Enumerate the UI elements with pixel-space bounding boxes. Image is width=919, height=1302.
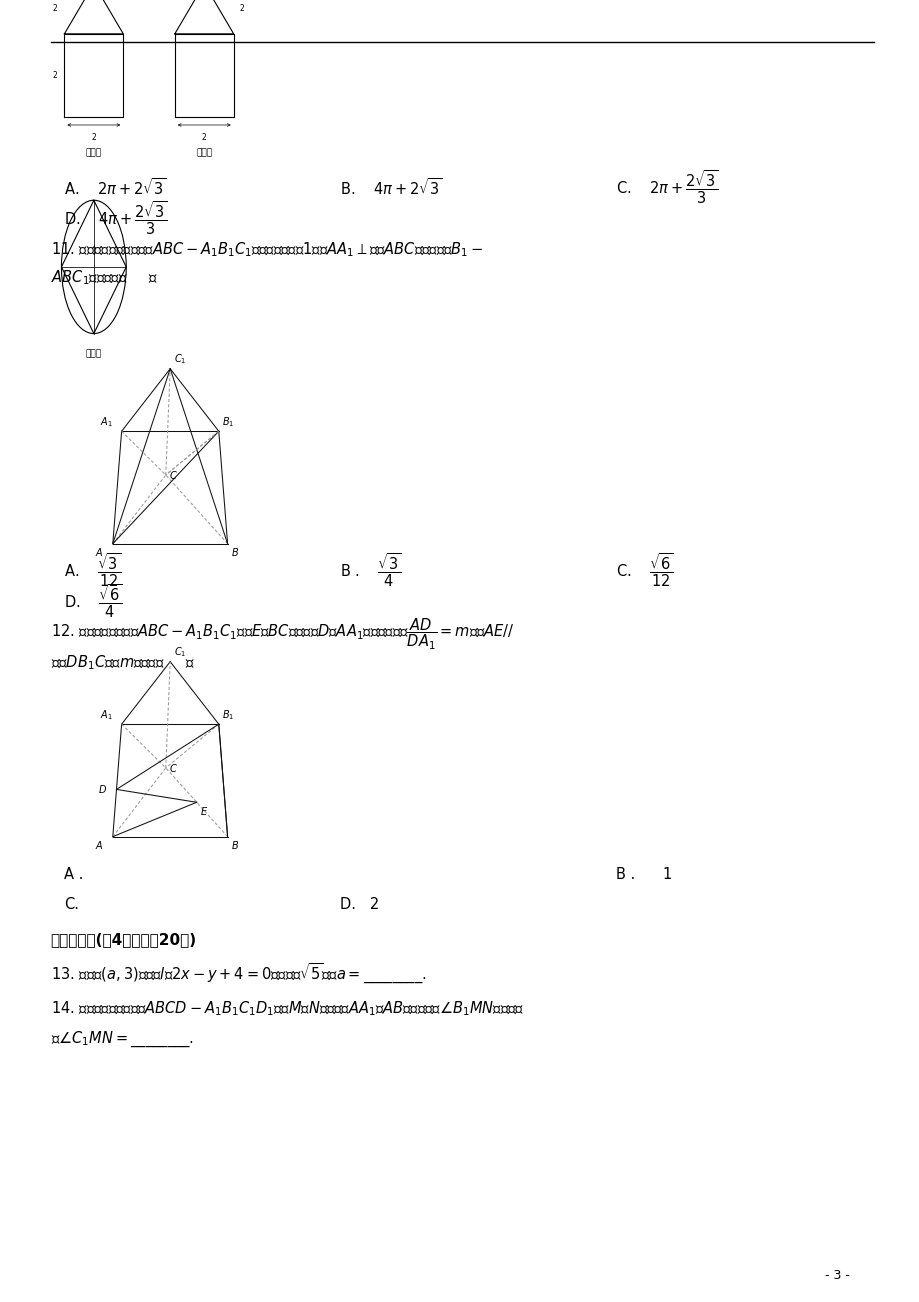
Text: $C_1$: $C_1$ — [174, 353, 186, 366]
Text: D.    $\dfrac{\sqrt{6}}{4}$: D. $\dfrac{\sqrt{6}}{4}$ — [64, 583, 122, 620]
Text: $D$: $D$ — [98, 784, 108, 796]
Text: 则$\angle C_1MN=$________.: 则$\angle C_1MN=$________. — [51, 1030, 194, 1048]
Text: 2: 2 — [52, 72, 57, 79]
Text: 2: 2 — [239, 4, 244, 13]
Text: $ABC_1$的体积为（     ）: $ABC_1$的体积为（ ） — [51, 268, 158, 286]
Text: B .      1: B . 1 — [616, 867, 672, 883]
Text: B.    $4\pi+2\sqrt{3}$: B. $4\pi+2\sqrt{3}$ — [340, 177, 442, 198]
Text: C.: C. — [64, 897, 79, 913]
Text: $B$: $B$ — [231, 840, 239, 852]
Text: $E$: $E$ — [200, 805, 209, 816]
Text: $B_1$: $B_1$ — [222, 415, 234, 428]
Text: 13. 已知点$(a,3)$到直线$l$：$2x-y+4=0$的距离为$\sqrt{5}$，则$a=$________.: 13. 已知点$(a,3)$到直线$l$：$2x-y+4=0$的距离为$\sqr… — [51, 962, 425, 986]
Text: $A_1$: $A_1$ — [99, 708, 112, 721]
Text: 2: 2 — [52, 4, 57, 13]
Text: A.    $\dfrac{\sqrt{3}}{12}$: A. $\dfrac{\sqrt{3}}{12}$ — [64, 552, 121, 589]
Text: 2: 2 — [91, 133, 96, 142]
Text: 侧视图: 侧视图 — [196, 148, 212, 158]
Text: $A$: $A$ — [95, 547, 104, 559]
Text: 12. 如图，已知三棱柱$ABC-A_1B_1C_1$中，$E$是$BC$的中点，$D$是$AA_1$上的动点，且$\dfrac{AD}{DA_1}=m$，若$: 12. 如图，已知三棱柱$ABC-A_1B_1C_1$中，$E$是$BC$的中点… — [51, 616, 514, 652]
Text: $A$: $A$ — [95, 840, 104, 852]
Text: 2: 2 — [201, 133, 207, 142]
Text: C.    $\dfrac{\sqrt{6}}{12}$: C. $\dfrac{\sqrt{6}}{12}$ — [616, 552, 673, 589]
Text: C.    $2\pi+\dfrac{2\sqrt{3}}{3}$: C. $2\pi+\dfrac{2\sqrt{3}}{3}$ — [616, 169, 719, 206]
Text: 俯视图: 俯视图 — [85, 349, 102, 358]
Text: $C_1$: $C_1$ — [174, 646, 186, 659]
Text: 11. 如图所示，已知三棱柱$ABC-A_1B_1C_1$的所有棱长均为1，且$AA_1\perp$底面$ABC$，则三棱锥$B_1-$: 11. 如图所示，已知三棱柱$ABC-A_1B_1C_1$的所有棱长均为1，且$… — [51, 241, 482, 259]
Text: $C$: $C$ — [169, 762, 178, 773]
Text: B .    $\dfrac{\sqrt{3}}{4}$: B . $\dfrac{\sqrt{3}}{4}$ — [340, 552, 402, 589]
Text: $A_1$: $A_1$ — [99, 415, 112, 428]
Text: 二、填空题(共4小题，共20分): 二、填空题(共4小题，共20分) — [51, 932, 197, 948]
Text: $B$: $B$ — [231, 547, 239, 559]
Text: $C$: $C$ — [169, 469, 178, 480]
Text: $B_1$: $B_1$ — [222, 708, 234, 721]
Text: A .: A . — [64, 867, 84, 883]
Text: A.    $2\pi+2\sqrt{3}$: A. $2\pi+2\sqrt{3}$ — [64, 177, 166, 198]
Text: 正视图: 正视图 — [85, 148, 102, 158]
Text: - 3 -: - 3 - — [823, 1269, 849, 1282]
Text: D.   2: D. 2 — [340, 897, 380, 913]
Text: 平面$DB_1C$，则$m$的值为（     ）: 平面$DB_1C$，则$m$的值为（ ） — [51, 654, 195, 672]
Text: D.    $4\pi+\dfrac{2\sqrt{3}}{3}$: D. $4\pi+\dfrac{2\sqrt{3}}{3}$ — [64, 201, 168, 237]
Text: 14. 如图所示，在正方体$ABCD-A_1B_1C_1D_1$中，$M$、$N$分别是棱$AA_1$和$AB$上的点，若$\angle B_1MN$是直角，: 14. 如图所示，在正方体$ABCD-A_1B_1C_1D_1$中，$M$、$N… — [51, 1000, 524, 1018]
